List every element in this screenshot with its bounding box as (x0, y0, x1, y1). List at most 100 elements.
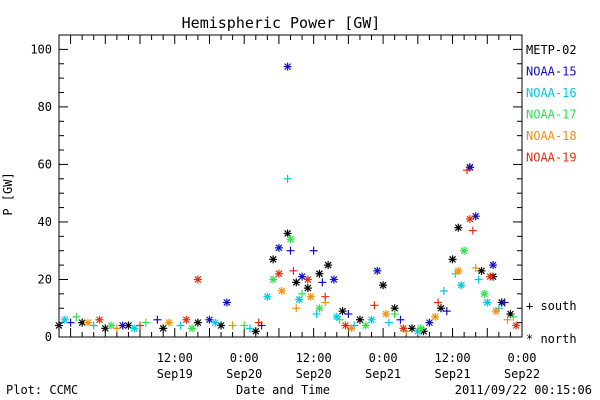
data-points (55, 62, 521, 336)
north-point (251, 327, 260, 336)
north-point (193, 318, 202, 327)
south-point (384, 318, 393, 327)
north-point (361, 321, 370, 330)
x-tick-label-time: 12:00 (296, 351, 332, 365)
x-axis: 12:00 Sep19 0:00 Sep20 12:00 Sep20 0:00 Sep21 12… (58, 35, 540, 381)
north-point (193, 275, 202, 284)
plot-frame (58, 34, 523, 338)
north-point (55, 321, 63, 330)
north-point (436, 304, 445, 313)
south-point (390, 309, 399, 318)
north-point (338, 307, 347, 316)
north-point (431, 312, 440, 321)
north-point (390, 304, 399, 313)
north-point (329, 275, 338, 284)
north-point (211, 318, 220, 327)
north-point (60, 315, 69, 324)
legend-entry: NOAA-19 (526, 151, 577, 165)
x-tick-label-date: Sep22 (504, 367, 540, 381)
north-point (269, 275, 278, 284)
x-tick-label-time: 0:00 (230, 351, 259, 365)
south-point (321, 292, 330, 301)
x-axis-label: Date and Time (236, 383, 330, 397)
south-point (500, 298, 509, 307)
north-point (480, 289, 489, 298)
north-point (159, 324, 168, 333)
north-point (399, 324, 408, 333)
south-point (509, 312, 518, 321)
north-point (381, 309, 390, 318)
legend-entry: METP-02 (526, 43, 577, 57)
north-point (454, 266, 463, 275)
south-point (153, 315, 162, 324)
south-point (141, 318, 150, 327)
south-point (176, 321, 185, 330)
south-point (240, 321, 249, 330)
x-tick-label-date: Sep20 (296, 367, 332, 381)
south-point (318, 278, 327, 287)
y-tick-label: 40 (38, 215, 52, 229)
north-point (491, 307, 500, 316)
north-point (164, 318, 173, 327)
south-point (112, 324, 121, 333)
north-point (341, 321, 350, 330)
chart-title: Hemispheric Power [GW] (182, 14, 381, 32)
north-point (286, 235, 295, 244)
south-point (468, 226, 477, 235)
south-point (292, 304, 301, 313)
north-point (373, 266, 382, 275)
north-point (269, 255, 278, 264)
north-point (315, 304, 324, 313)
north-point (355, 315, 364, 324)
south-point (370, 301, 379, 310)
north-point (222, 298, 231, 307)
south-point (442, 307, 451, 316)
north-point (274, 269, 283, 278)
legend-entry: NOAA-15 (526, 65, 577, 79)
south-point (309, 246, 318, 255)
north-point (454, 223, 463, 232)
north-point (263, 292, 272, 301)
south-point (396, 315, 405, 324)
north-point (78, 318, 87, 327)
north-point (347, 324, 356, 333)
north-point (489, 261, 498, 270)
legend-entry: NOAA-17 (526, 108, 577, 122)
legend-south-marker: + south (526, 299, 577, 313)
south-point (439, 286, 448, 295)
north-point (303, 275, 312, 284)
south-point (283, 174, 292, 183)
north-point (483, 298, 492, 307)
north-point (130, 324, 139, 333)
y-tick-label: 80 (38, 100, 52, 114)
north-point (188, 324, 197, 333)
x-tick-label-date: Sep20 (226, 367, 262, 381)
legend-north-marker: * north (526, 332, 577, 346)
y-axis-label: P [GW] (1, 172, 15, 215)
y-tick-label: 60 (38, 157, 52, 171)
x-tick-label-time: 12:00 (157, 351, 193, 365)
south-point (136, 321, 145, 330)
legend: METP-02 NOAA-15 NOAA-16 NOAA-17 NOAA-18 NOAA-… (526, 43, 577, 165)
north-point (448, 255, 457, 264)
south-point (434, 298, 443, 307)
north-point (324, 261, 333, 270)
north-point (457, 281, 466, 290)
south-point (286, 246, 295, 255)
north-point (292, 278, 301, 287)
footer-plot-source: Plot: CCMC (6, 383, 78, 397)
x-tick-label-date: Sep19 (157, 367, 193, 381)
north-point (477, 266, 486, 275)
x-tick-label-date: Sep21 (434, 367, 470, 381)
north-point (315, 269, 324, 278)
south-point (503, 315, 512, 324)
x-tick-label-date: Sep21 (365, 367, 401, 381)
south-point (289, 266, 298, 275)
south-point (344, 309, 353, 318)
north-point (460, 246, 469, 255)
south-point (72, 312, 81, 321)
north-point (283, 62, 292, 71)
north-point (217, 321, 226, 330)
north-point (277, 286, 286, 295)
